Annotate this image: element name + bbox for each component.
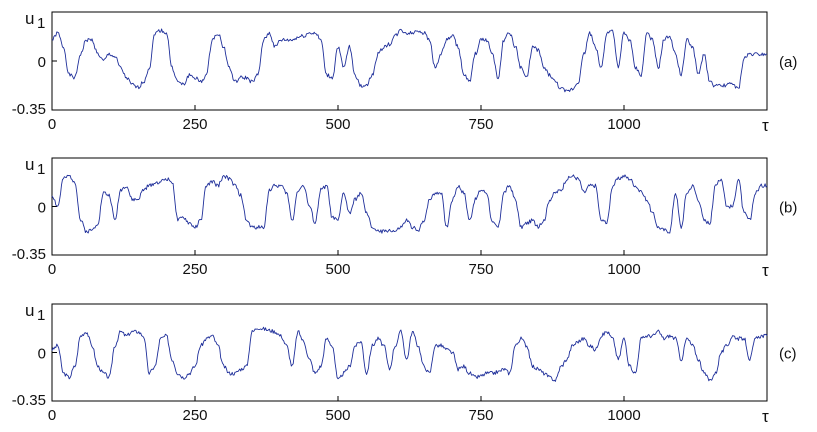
x-tick-label: 250: [182, 407, 207, 424]
x-tick-label: 750: [468, 407, 493, 424]
y-tick-label-zero: 0: [38, 346, 46, 363]
x-tick-label: 750: [468, 261, 493, 278]
plot-frame: [51, 157, 768, 256]
x-tick-label: 750: [468, 116, 493, 133]
x-axis-label: τ: [762, 261, 769, 280]
y-axis-label: u: [25, 9, 34, 28]
y-axis-label: u: [25, 301, 34, 320]
y-axis-label-subscript: 1: [37, 15, 45, 32]
panel-label: (a): [779, 54, 797, 71]
x-tick-label: 500: [325, 407, 350, 424]
y-tick-label-min: -0.35: [12, 246, 46, 263]
x-tick-label: 250: [182, 116, 207, 133]
series-line: [51, 28, 768, 93]
x-tick-label: 1000: [607, 261, 640, 278]
x-tick-label: 0: [48, 407, 56, 424]
x-tick-label: 250: [182, 261, 207, 278]
series-line: [51, 174, 768, 234]
x-axis-label: τ: [762, 116, 769, 135]
x-tick-label: 1000: [607, 116, 640, 133]
y-axis-label-subscript: 1: [37, 307, 45, 324]
y-tick-label-zero: 0: [38, 200, 46, 217]
x-axis-label: τ: [762, 407, 769, 426]
x-tick-label: 0: [48, 116, 56, 133]
y-tick-label-zero: 0: [38, 54, 46, 71]
x-tick-label: 1000: [607, 407, 640, 424]
x-tick-label: 500: [325, 116, 350, 133]
y-axis-label-subscript: 1: [37, 161, 45, 178]
y-tick-label-min: -0.35: [12, 101, 46, 118]
panel-label: (c): [779, 346, 797, 363]
series-line: [51, 326, 768, 382]
plot-frame: [51, 303, 768, 402]
x-tick-label: 500: [325, 261, 350, 278]
panel-label: (b): [779, 200, 797, 217]
x-tick-label: 0: [48, 261, 56, 278]
y-axis-label: u: [25, 155, 34, 174]
y-tick-label-min: -0.35: [12, 392, 46, 409]
